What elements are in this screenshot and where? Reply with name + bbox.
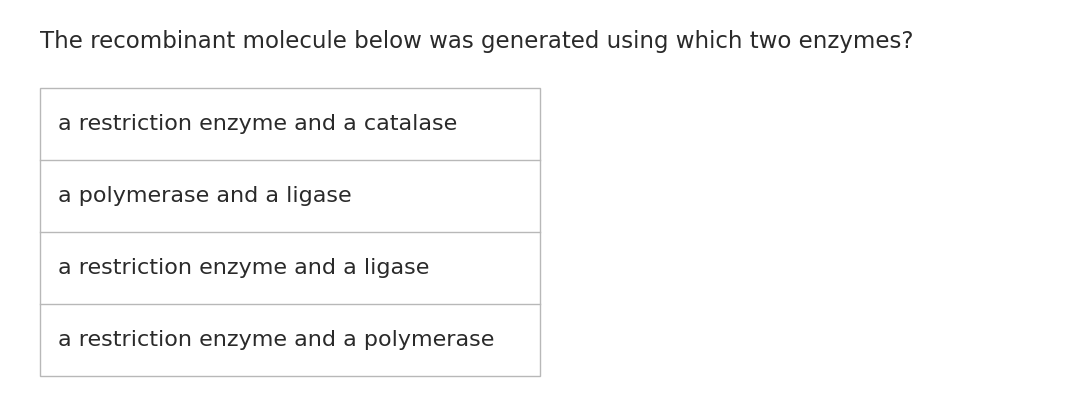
Text: a restriction enzyme and a polymerase: a restriction enzyme and a polymerase (58, 330, 495, 350)
Text: a restriction enzyme and a ligase: a restriction enzyme and a ligase (58, 258, 430, 278)
Text: The recombinant molecule below was generated using which two enzymes?: The recombinant molecule below was gener… (40, 30, 914, 53)
Text: a restriction enzyme and a catalase: a restriction enzyme and a catalase (58, 114, 457, 134)
Text: a polymerase and a ligase: a polymerase and a ligase (58, 186, 352, 206)
Bar (40, 88, 540, 376)
